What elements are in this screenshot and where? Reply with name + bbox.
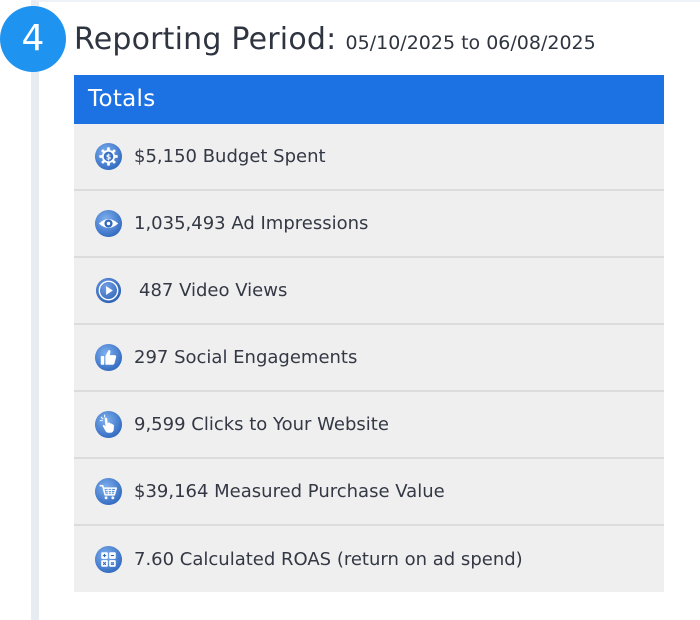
reporting-period-header: Reporting Period: 05/10/2025 to 06/08/20… (74, 22, 596, 62)
total-row-engagements: 297 Social Engagements (74, 325, 664, 392)
total-row-budget: $ $5,150 Budget Spent (74, 124, 664, 191)
totals-heading: Totals (74, 75, 664, 124)
budget-gear-icon: $ (94, 142, 123, 171)
total-row-impressions: 1,035,493 Ad Impressions (74, 191, 664, 258)
play-icon (95, 277, 122, 304)
total-row-purchase-value: $39,164 Measured Purchase Value (74, 459, 664, 526)
total-purchase-value-text: $39,164 Measured Purchase Value (134, 481, 445, 502)
reporting-period-title: Reporting Period: (74, 22, 337, 57)
total-roas-text: 7.60 Calculated ROAS (return on ad spend… (134, 548, 523, 570)
calculator-icon (94, 545, 123, 573)
total-video-views-text: 487 Video Views (139, 280, 288, 301)
total-budget-text: $5,150 Budget Spent (134, 146, 326, 167)
total-clicks-text: 9,599 Clicks to Your Website (134, 414, 389, 435)
total-row-roas: 7.60 Calculated ROAS (return on ad spend… (74, 526, 664, 592)
total-impressions-text: 1,035,493 Ad Impressions (134, 213, 369, 234)
pointer-click-icon (94, 410, 123, 439)
total-row-clicks: 9,599 Clicks to Your Website (74, 392, 664, 459)
step-number-badge: 4 (0, 6, 66, 72)
svg-text:$: $ (106, 153, 111, 162)
reporting-period-dates: 05/10/2025 to 06/08/2025 (345, 32, 596, 54)
thumbs-up-icon (94, 343, 123, 372)
eye-icon (94, 209, 123, 238)
totals-panel: Totals $ $5,1 (74, 75, 664, 592)
total-row-video-views: 487 Video Views (74, 258, 664, 325)
total-engagements-text: 297 Social Engagements (134, 347, 358, 368)
shopping-cart-icon (94, 477, 123, 506)
